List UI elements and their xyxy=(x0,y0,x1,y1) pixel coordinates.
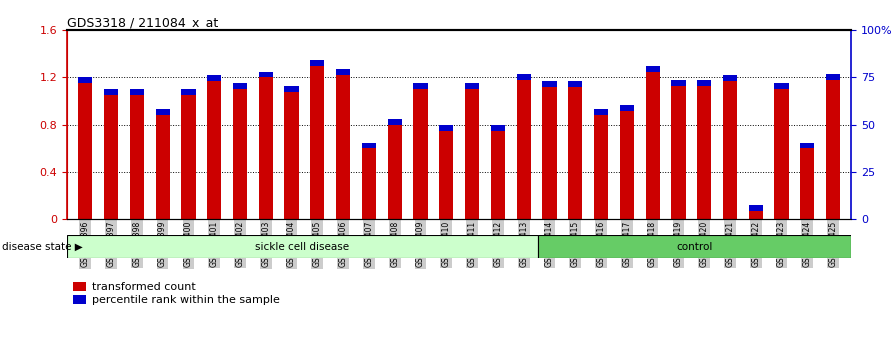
Bar xyxy=(800,143,814,219)
Text: disease state ▶: disease state ▶ xyxy=(2,242,82,252)
Bar xyxy=(104,89,118,95)
Bar xyxy=(826,74,840,219)
Bar xyxy=(723,75,737,219)
Bar xyxy=(388,119,401,219)
Bar xyxy=(181,89,195,95)
Bar xyxy=(413,83,427,219)
Bar xyxy=(491,125,505,219)
Bar xyxy=(723,75,737,81)
Bar xyxy=(310,60,324,65)
Bar xyxy=(671,80,685,86)
Legend: transformed count, percentile rank within the sample: transformed count, percentile rank withi… xyxy=(73,282,280,306)
Bar xyxy=(207,75,221,81)
Bar xyxy=(491,125,505,131)
Bar xyxy=(78,78,92,83)
Bar xyxy=(749,205,762,219)
Bar xyxy=(671,80,685,219)
Bar xyxy=(645,65,659,72)
Bar xyxy=(439,125,453,219)
Bar xyxy=(620,105,634,110)
Bar xyxy=(284,86,298,219)
Text: control: control xyxy=(676,242,712,252)
Bar xyxy=(284,86,298,92)
Bar xyxy=(542,81,556,87)
Bar xyxy=(439,125,453,131)
Bar xyxy=(465,83,479,89)
Bar xyxy=(233,83,247,219)
Bar xyxy=(181,89,195,219)
Bar xyxy=(697,80,711,219)
Bar xyxy=(774,83,788,89)
Bar xyxy=(362,143,376,148)
Bar xyxy=(259,72,273,78)
Text: sickle cell disease: sickle cell disease xyxy=(255,242,349,252)
Bar xyxy=(826,74,840,80)
Bar xyxy=(749,205,762,211)
Bar xyxy=(156,109,169,219)
Bar xyxy=(594,109,608,219)
Bar xyxy=(568,81,582,219)
Bar xyxy=(233,83,247,89)
Bar xyxy=(800,143,814,148)
Bar xyxy=(620,105,634,219)
Bar xyxy=(388,119,401,125)
Bar xyxy=(259,72,273,219)
Bar xyxy=(310,60,324,219)
Bar xyxy=(542,81,556,219)
Bar xyxy=(336,69,350,219)
Bar xyxy=(78,78,92,219)
Bar xyxy=(568,81,582,87)
Bar xyxy=(67,235,538,258)
Bar xyxy=(413,83,427,89)
Bar xyxy=(774,83,788,219)
Bar xyxy=(517,74,530,80)
Bar xyxy=(207,75,221,219)
Bar xyxy=(645,65,659,219)
Text: GDS3318 / 211084_x_at: GDS3318 / 211084_x_at xyxy=(67,16,219,29)
Bar xyxy=(130,89,144,95)
Bar xyxy=(156,109,169,115)
Bar xyxy=(538,235,851,258)
Bar xyxy=(362,143,376,219)
Bar xyxy=(130,89,144,219)
Bar xyxy=(517,74,530,219)
Bar xyxy=(104,89,118,219)
Bar xyxy=(465,83,479,219)
Bar xyxy=(697,80,711,86)
Bar xyxy=(336,69,350,75)
Bar xyxy=(594,109,608,115)
